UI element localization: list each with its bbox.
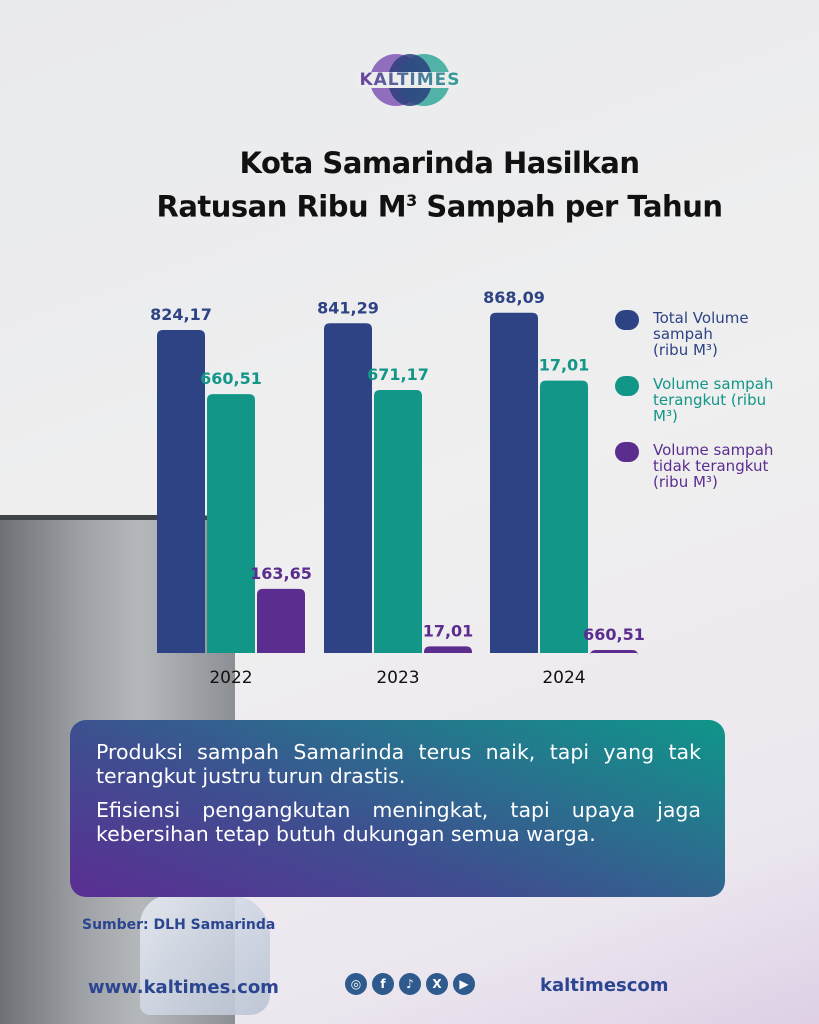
summary-paragraph-2: Efisiensi pengangkutan meningkat, tapi u… bbox=[96, 798, 701, 846]
instagram-icon[interactable]: ◎ bbox=[345, 973, 367, 995]
page-title: Kota Samarinda Hasilkan Ratusan Ribu M3 … bbox=[60, 145, 819, 226]
bar bbox=[324, 323, 372, 653]
x-tick-label: 2024 bbox=[542, 668, 585, 688]
legend-label: Volume sampah tidak terangkut (ribu M³) bbox=[653, 441, 774, 491]
data-label: 660,51 bbox=[583, 625, 645, 644]
bar bbox=[157, 330, 205, 653]
legend-label: Total Volume sampah (ribu M³) bbox=[653, 309, 749, 359]
bar bbox=[540, 380, 588, 653]
x-tick-label: 2023 bbox=[376, 668, 419, 688]
bar bbox=[424, 646, 472, 653]
data-label: 671,17 bbox=[367, 365, 429, 384]
chart-legend: Total Volume sampah (ribu M³) Volume sampah… bbox=[615, 310, 815, 508]
source-text: Sumber: DLH Samarinda bbox=[82, 917, 276, 933]
legend-swatch bbox=[615, 376, 639, 396]
data-label: 841,29 bbox=[317, 298, 379, 317]
title-line-1: Kota Samarinda Hasilkan bbox=[239, 146, 640, 180]
data-label: 824,17 bbox=[150, 305, 212, 324]
title-superscript: 3 bbox=[406, 191, 417, 210]
facebook-icon[interactable]: f bbox=[372, 973, 394, 995]
title-text: Sampah per Tahun bbox=[416, 189, 723, 224]
social-icons: ◎ f ♪ X ▶ bbox=[345, 973, 475, 995]
website-link[interactable]: www.kaltimes.com bbox=[88, 977, 279, 998]
legend-item: Volume sampah terangkut (ribu M³) bbox=[615, 376, 815, 424]
social-handle[interactable]: kaltimescom bbox=[540, 975, 669, 996]
bar bbox=[490, 312, 538, 653]
data-label: 17,01 bbox=[539, 356, 590, 375]
bar bbox=[257, 588, 305, 653]
youtube-icon[interactable]: ▶ bbox=[453, 973, 475, 995]
title-line-2: Ratusan Ribu M3 Sampah per Tahun bbox=[60, 182, 819, 226]
kaltimes-logo: KALTIMES bbox=[356, 52, 464, 108]
legend-swatch bbox=[615, 442, 639, 462]
x-icon[interactable]: X bbox=[426, 973, 448, 995]
title-text: Ratusan Ribu M bbox=[156, 189, 407, 224]
data-label: 17,01 bbox=[423, 621, 474, 640]
logo-text: KALTIMES bbox=[356, 70, 464, 90]
summary-paragraph-1: Produksi sampah Samarinda terus naik, ta… bbox=[96, 740, 701, 788]
legend-swatch bbox=[615, 310, 639, 330]
bar-chart: 824,17 660,51 163,65 2022 841,29 671,17 17,01 2… bbox=[150, 288, 645, 688]
bar bbox=[374, 389, 422, 653]
data-label: 163,65 bbox=[250, 564, 312, 583]
legend-label: Volume sampah terangkut (ribu M³) bbox=[653, 375, 774, 425]
bar bbox=[207, 394, 255, 653]
summary-box: Produksi sampah Samarinda terus naik, ta… bbox=[70, 720, 725, 897]
x-tick-label: 2022 bbox=[209, 668, 252, 688]
legend-item: Volume sampah tidak terangkut (ribu M³) bbox=[615, 442, 815, 490]
legend-item: Total Volume sampah (ribu M³) bbox=[615, 310, 815, 358]
tiktok-icon[interactable]: ♪ bbox=[399, 973, 421, 995]
bar bbox=[590, 650, 638, 656]
data-label: 868,09 bbox=[483, 288, 545, 307]
crumpled-paper-image bbox=[140, 895, 270, 1015]
data-label: 660,51 bbox=[200, 369, 262, 388]
